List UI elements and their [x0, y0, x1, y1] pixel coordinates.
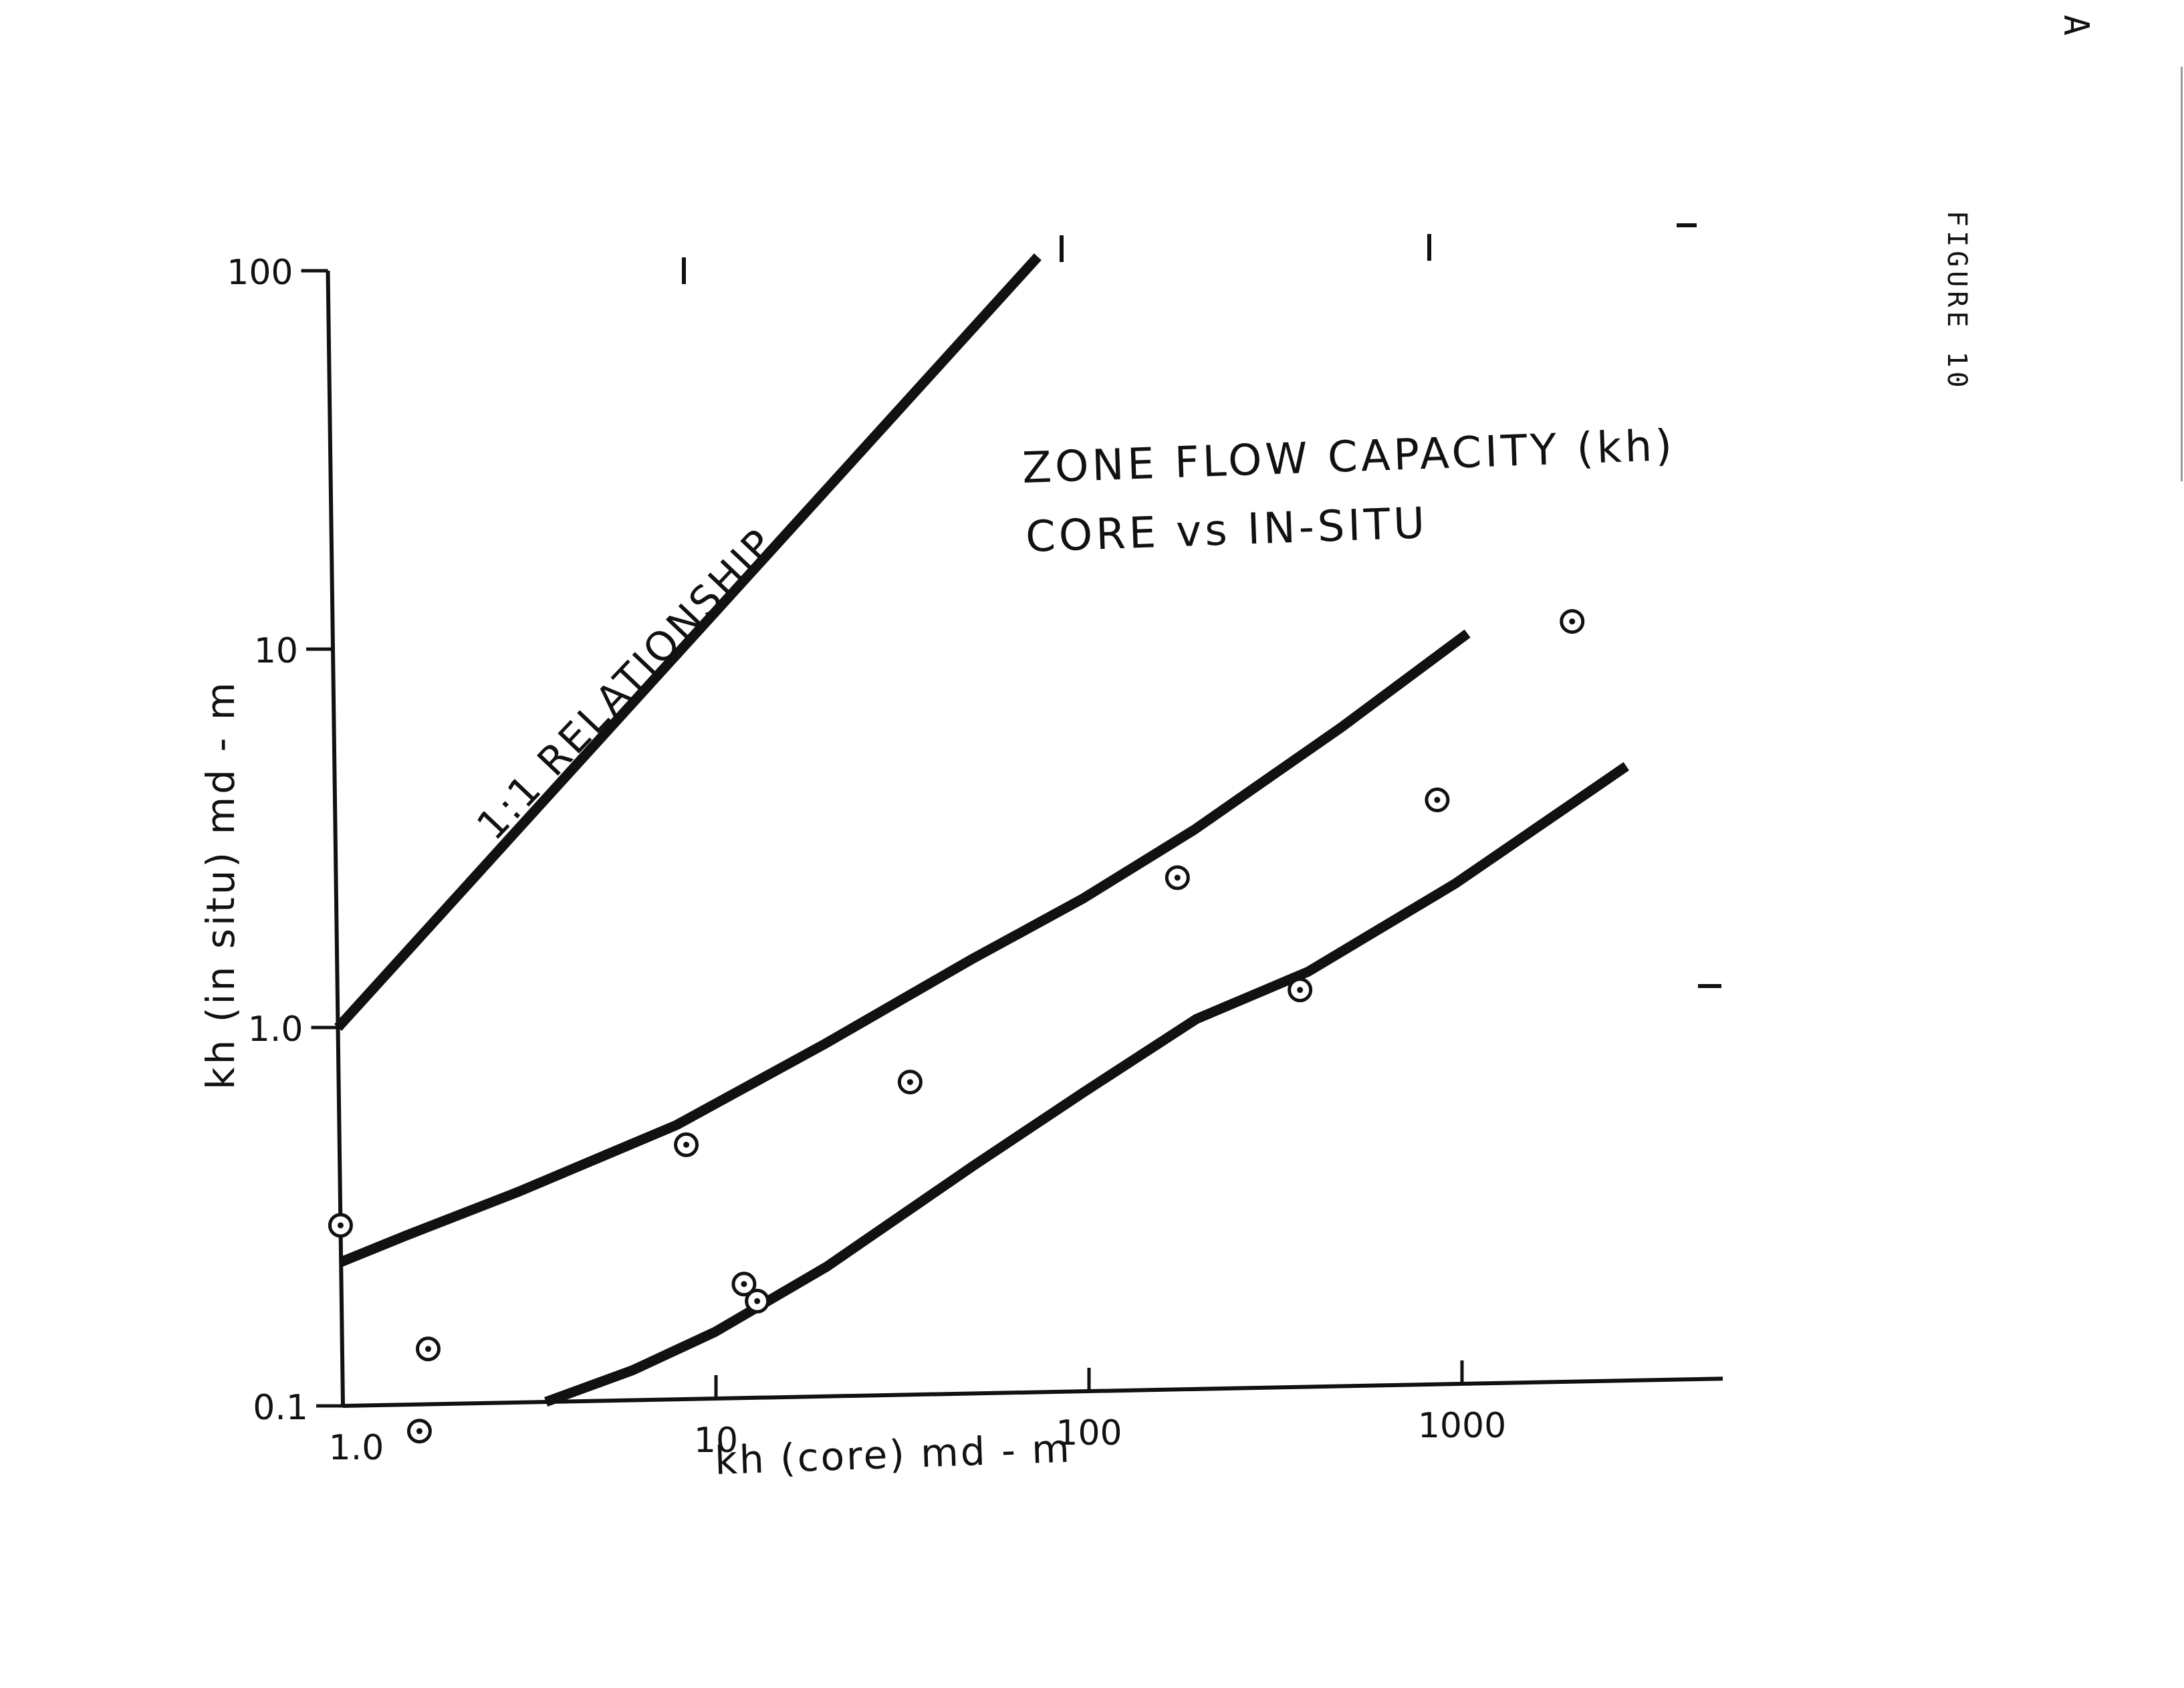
y-tick-label: 100	[227, 253, 293, 293]
data-point-dot	[741, 1281, 747, 1288]
one-to-one-line	[334, 253, 1042, 1032]
page-edge-line	[2181, 67, 2183, 481]
data-point-dot	[424, 1346, 431, 1352]
upper-envelope-curve	[339, 629, 1471, 1267]
data-point	[1165, 865, 1190, 890]
data-point	[1288, 977, 1313, 1003]
y-axis-label: kh (in situ) md - m	[198, 680, 243, 1090]
x-axis-label: kh (core) md - m	[714, 1425, 1072, 1483]
x-tick-label: 100	[1056, 1413, 1122, 1453]
data-point	[897, 1070, 923, 1095]
lower-envelope-curve	[544, 762, 1630, 1407]
y-tick-label: 0.1	[253, 1388, 308, 1428]
y-tick-label: 1.0	[248, 1009, 304, 1050]
data-point-dot	[337, 1222, 344, 1229]
x-tick-label: 1000	[1418, 1406, 1506, 1446]
data-point-dot	[1434, 797, 1441, 804]
data-point	[406, 1419, 432, 1444]
ticks: 0.1 1.0 10 100 1.0 10 100 1000	[227, 223, 1721, 1468]
data-point-dot	[683, 1141, 690, 1148]
chart-subtitle: CORE vs IN-SITU	[1025, 499, 1429, 562]
x-axis-line	[342, 1376, 1723, 1408]
data-point	[731, 1272, 757, 1297]
chart-title: ZONE FLOW CAPACITY (kh)	[1021, 421, 1676, 493]
y-tick-label: 10	[254, 631, 298, 671]
data-point	[1425, 788, 1450, 813]
x-tick-label: 10	[694, 1421, 738, 1461]
data-point	[745, 1288, 770, 1314]
data-point	[1560, 609, 1585, 634]
data-point	[415, 1336, 441, 1362]
data-point-dot	[906, 1079, 913, 1086]
one-to-one-label: 1:1 RELATIONSHIP	[468, 519, 784, 850]
curves	[334, 253, 1630, 1407]
data-point-dot	[754, 1298, 761, 1304]
data-point-dot	[416, 1428, 422, 1435]
data-point-dot	[1569, 618, 1576, 625]
data-point	[674, 1132, 699, 1157]
chart-texts: ZONE FLOW CAPACITY (kh) CORE vs IN-SITU …	[198, 421, 1676, 1483]
data-point	[328, 1213, 353, 1238]
data-point-dot	[1297, 987, 1304, 993]
x-tick-label: 1.0	[329, 1428, 384, 1468]
data-points	[328, 609, 1585, 1444]
data-point-dot	[1174, 874, 1181, 881]
